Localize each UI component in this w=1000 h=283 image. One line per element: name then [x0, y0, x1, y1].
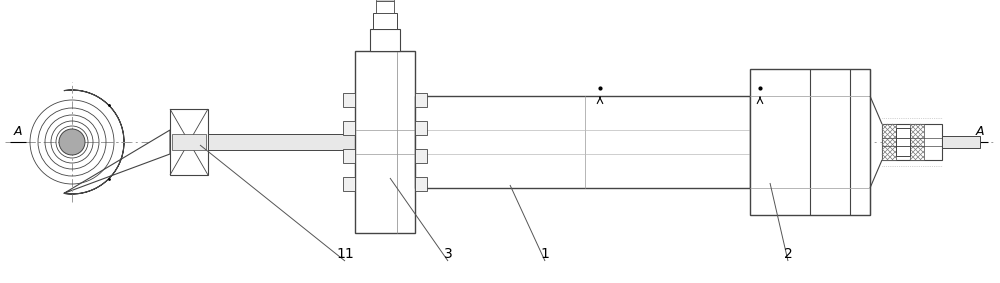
Bar	[170, 109, 208, 175]
Circle shape	[59, 129, 85, 155]
Bar	[415, 149, 427, 163]
Bar	[896, 128, 910, 156]
Bar	[910, 124, 924, 160]
Text: A: A	[14, 125, 22, 138]
Text: 11: 11	[336, 247, 354, 261]
Bar	[208, 134, 355, 150]
Bar	[373, 13, 397, 29]
Bar	[343, 93, 355, 107]
Bar	[343, 149, 355, 163]
Bar	[415, 177, 427, 191]
Polygon shape	[64, 90, 170, 194]
Bar	[882, 124, 942, 160]
Bar	[376, 0, 394, 1]
Bar	[415, 96, 750, 188]
Bar	[355, 51, 415, 233]
Bar	[343, 121, 355, 135]
Bar	[942, 136, 980, 148]
Text: 3: 3	[444, 247, 452, 261]
Bar	[415, 121, 427, 135]
Bar	[172, 134, 206, 150]
Bar	[343, 177, 355, 191]
Bar	[750, 69, 870, 215]
Text: 2: 2	[784, 247, 792, 261]
Bar	[370, 29, 400, 51]
Bar	[415, 93, 427, 107]
Text: 1: 1	[541, 247, 549, 261]
Bar	[882, 124, 896, 160]
Bar	[376, 1, 394, 13]
Text: A: A	[976, 125, 984, 138]
